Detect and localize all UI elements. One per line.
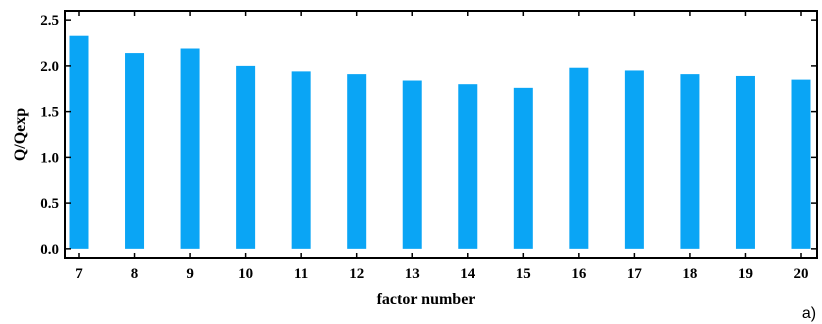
x-tick-label: 14 <box>460 266 476 282</box>
x-tick-label: 11 <box>294 266 308 282</box>
x-tick-label: 10 <box>238 266 253 282</box>
x-axis-title: factor number <box>377 291 476 308</box>
bar-9 <box>180 48 200 249</box>
bar-19 <box>735 75 755 249</box>
y-axis-title: Q/Qexp <box>12 108 29 161</box>
x-tick-label: 12 <box>349 266 364 282</box>
y-tick-label: 0.0 <box>40 242 59 258</box>
bar-20 <box>791 79 811 249</box>
x-tick-label: 15 <box>516 266 531 282</box>
bars-group <box>69 35 811 249</box>
x-axis-ticks: 7 8 9 10 11 12 13 14 15 16 17 18 19 20 <box>75 11 809 282</box>
y-tick-label: 1.0 <box>40 150 59 166</box>
x-tick-label: 7 <box>75 266 83 282</box>
bar-10 <box>236 65 256 249</box>
bar-12 <box>347 74 367 249</box>
plot-frame <box>64 10 818 259</box>
bar-18 <box>680 74 700 249</box>
bar-17 <box>624 70 644 249</box>
x-tick-label: 18 <box>682 266 697 282</box>
x-tick-label: 16 <box>571 266 587 282</box>
bar-7 <box>69 35 89 249</box>
panel-label: a) <box>802 305 816 322</box>
x-tick-label: 17 <box>627 266 643 282</box>
y-tick-label: 0.5 <box>40 196 59 212</box>
y-tick-label: 2.0 <box>40 59 59 75</box>
x-tick-label: 13 <box>405 266 420 282</box>
bar-15 <box>513 87 533 249</box>
x-tick-label: 19 <box>738 266 753 282</box>
bar-8 <box>125 53 145 249</box>
bar-13 <box>402 80 422 249</box>
y-axis-ticks: 0.0 0.5 1.0 1.5 2.0 2.5 <box>40 13 817 258</box>
bar-16 <box>569 67 589 249</box>
x-tick-label: 20 <box>794 266 809 282</box>
bar-14 <box>458 84 478 249</box>
x-tick-label: 8 <box>131 266 139 282</box>
y-tick-label: 2.5 <box>40 13 59 29</box>
y-tick-label: 1.5 <box>40 105 59 121</box>
bar-11 <box>291 71 311 249</box>
x-tick-label: 9 <box>186 266 194 282</box>
